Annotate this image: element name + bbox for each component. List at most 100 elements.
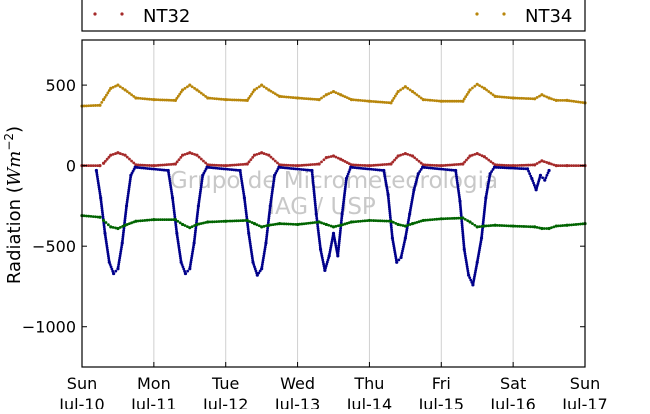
data-point [462,243,466,247]
data-point [210,96,214,100]
data-point [388,213,392,217]
data-point [271,223,275,227]
data-point [98,192,102,196]
data-point [354,220,358,224]
data-point [393,158,396,162]
data-point [147,97,151,101]
data-point [241,188,245,191]
data-point [370,164,373,167]
data-point [136,163,140,167]
data-point [466,267,469,271]
data-point [423,166,427,169]
data-point [302,168,306,172]
data-point [260,263,264,266]
data-point [570,223,573,227]
data-point [376,219,380,223]
data-point [219,164,223,167]
data-point [342,197,346,201]
data-point [456,185,460,189]
data-point [334,91,338,95]
data-point [457,216,460,220]
data-point [313,221,317,224]
data-point [380,100,384,104]
data-point [457,195,461,199]
data-point [406,152,410,156]
data-point [154,167,158,171]
data-point [224,98,228,102]
data-point [448,163,452,167]
data-point [265,224,268,228]
data-point [265,233,269,237]
data-point [542,227,546,230]
data-point [448,168,451,172]
data-point [267,88,271,92]
data-point [482,212,486,216]
data-point [341,94,345,98]
data-point [135,166,139,169]
data-point [319,250,323,253]
data-point [480,85,484,89]
data-point [455,177,459,181]
data-point [317,237,321,241]
data-point [493,94,497,98]
data-point [337,243,341,247]
data-point [421,165,425,169]
data-point [191,250,195,253]
data-point [218,167,221,170]
data-point [96,215,100,219]
data-point [401,249,404,253]
x-tick-label: Jul-11 [130,395,176,409]
data-point [165,163,169,167]
data-point [345,221,349,225]
data-point [160,168,164,172]
data-point [557,224,560,228]
data-point [402,241,406,244]
data-point [199,222,203,225]
data-point [500,95,504,99]
y-axis-label-suffix: ) [4,126,25,133]
data-point [177,246,181,250]
data-point [482,155,486,159]
data-point [122,231,125,235]
data-point [365,99,369,103]
data-point [263,245,267,249]
data-point [241,98,245,102]
data-point [363,164,367,167]
data-point [269,200,273,204]
data-point [245,215,249,219]
y-axis-label-exponent: −2 [2,133,16,151]
data-point [278,94,282,98]
data-point [200,182,203,185]
data-point [106,252,110,256]
data-point [367,164,372,168]
data-point [466,273,471,277]
data-point [122,227,126,230]
data-point [461,99,465,103]
data-point [167,98,171,102]
data-point [487,158,491,162]
data-point [500,163,504,167]
data-point [230,219,234,223]
x-tick-label: Sun [570,374,600,393]
data-point [209,166,213,170]
legend-label-nt34: NT34 [525,6,572,27]
data-point [179,155,183,159]
data-point [346,172,350,176]
data-point [314,204,317,208]
data-point [574,164,578,168]
data-point [208,220,212,224]
data-point [235,219,238,223]
data-point [224,164,228,168]
data-point [95,171,99,174]
data-point [242,190,245,193]
data-point [473,152,477,156]
data-point [321,258,325,262]
data-point [408,153,412,157]
data-point [502,224,506,228]
data-point [158,163,162,167]
data-point [119,250,123,253]
data-point [535,96,539,99]
data-point [413,156,417,160]
data-point [567,99,571,103]
data-point [426,98,430,102]
